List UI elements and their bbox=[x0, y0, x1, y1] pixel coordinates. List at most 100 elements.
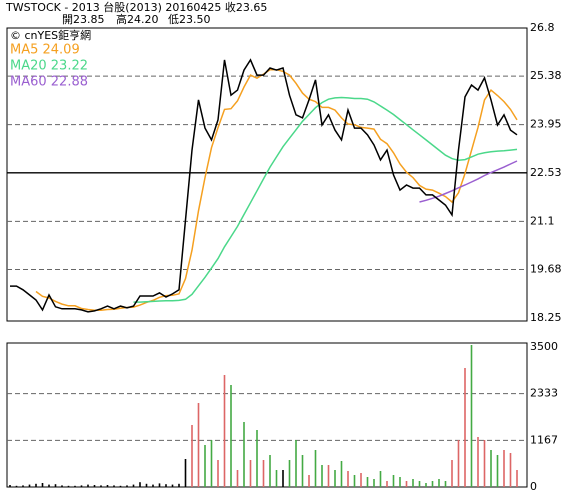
volume-bar bbox=[165, 484, 167, 487]
volume-bar bbox=[490, 450, 492, 487]
volume-bar bbox=[119, 485, 122, 487]
volume-bar bbox=[223, 375, 226, 487]
volume-bar bbox=[431, 481, 434, 487]
header: TWSTOCK - 2013 台股(2013) 20160425 收23.65 bbox=[5, 0, 267, 14]
y-tick-label: 22.53 bbox=[530, 166, 562, 179]
price-line bbox=[35, 68, 518, 311]
volume-bar bbox=[28, 484, 31, 487]
volume-bar bbox=[477, 437, 479, 487]
volume-bar bbox=[503, 450, 505, 487]
volume-bar bbox=[249, 460, 252, 487]
volume-bar bbox=[314, 450, 317, 487]
y-tick-label: 23.95 bbox=[530, 118, 562, 131]
volume-bar bbox=[9, 485, 11, 487]
volume-bar bbox=[256, 430, 258, 487]
volume-bar bbox=[61, 485, 63, 487]
volume-bar bbox=[210, 440, 213, 487]
volume-bar bbox=[340, 461, 343, 487]
volume-bar bbox=[464, 368, 466, 487]
volume-bar bbox=[379, 471, 382, 487]
y-tick-label: 1167 bbox=[530, 433, 558, 446]
volume-bar bbox=[457, 440, 460, 487]
volume-bar bbox=[230, 385, 232, 487]
volume-bar bbox=[386, 481, 388, 487]
volume-bar bbox=[347, 471, 349, 487]
volume-bar bbox=[106, 485, 109, 487]
volume-bar bbox=[516, 470, 518, 487]
volume-bar bbox=[392, 475, 395, 487]
volume-bar bbox=[405, 481, 408, 487]
legend-entry: MA20 23.22 bbox=[10, 59, 88, 74]
volume-bar bbox=[191, 425, 193, 487]
legend-entry: MA5 24.09 bbox=[10, 43, 80, 58]
volume-bar bbox=[171, 484, 174, 487]
volume-bar bbox=[67, 485, 70, 487]
high: 高24.20 bbox=[116, 12, 159, 26]
volume-bar bbox=[353, 475, 356, 487]
open: 開23.85 bbox=[62, 13, 105, 26]
volume-bar bbox=[425, 483, 427, 487]
price-line bbox=[133, 96, 518, 303]
price-line bbox=[10, 58, 518, 313]
volume-bar bbox=[412, 479, 414, 487]
volume-bar bbox=[438, 479, 440, 487]
volume-bar bbox=[22, 485, 24, 487]
volume-bar bbox=[243, 422, 245, 487]
legend-entry: MA60 22.88 bbox=[10, 75, 88, 90]
volume-bar bbox=[509, 453, 512, 487]
volume-bar bbox=[87, 484, 89, 487]
y-tick-label: 3500 bbox=[530, 340, 558, 353]
volume-bar bbox=[217, 460, 219, 487]
volume-bar bbox=[74, 485, 76, 487]
volume-bar bbox=[366, 477, 369, 487]
y-tick-label: 2333 bbox=[530, 387, 558, 400]
volume-bar bbox=[321, 465, 323, 487]
y-tick-label: 25.38 bbox=[530, 69, 562, 82]
volume-bar bbox=[139, 482, 141, 487]
volume-bar bbox=[399, 477, 401, 487]
y-tick-label: 19.68 bbox=[530, 262, 562, 275]
y-tick-label: 18.25 bbox=[530, 311, 562, 324]
volume-bar bbox=[41, 483, 44, 487]
volume-bar bbox=[483, 440, 486, 487]
volume-bar bbox=[158, 483, 161, 487]
volume-bar bbox=[282, 470, 284, 487]
y-tick-label: 0 bbox=[530, 480, 537, 493]
volume-bar bbox=[308, 475, 310, 487]
volume-bar bbox=[470, 345, 473, 487]
price-panel bbox=[6, 27, 528, 322]
volume-bar bbox=[178, 483, 180, 487]
volume-bar bbox=[418, 481, 421, 487]
volume-bar bbox=[100, 485, 102, 487]
volume-bar bbox=[269, 455, 271, 487]
volume-bar bbox=[197, 403, 200, 487]
volume-bar bbox=[80, 485, 83, 487]
volume-bar bbox=[301, 455, 304, 487]
volume-bar bbox=[145, 483, 148, 487]
volume-bar bbox=[262, 460, 265, 487]
low: 低23.50 bbox=[168, 13, 211, 26]
volume-bar bbox=[152, 484, 154, 487]
volume-bar bbox=[444, 481, 447, 487]
volume-bar bbox=[373, 479, 375, 487]
volume-bar bbox=[275, 470, 278, 487]
volume-bar bbox=[35, 483, 37, 487]
volume-bar bbox=[295, 440, 297, 487]
volume-bar bbox=[288, 460, 291, 487]
volume-panel bbox=[6, 342, 528, 488]
volume-bar bbox=[334, 470, 336, 487]
volume-bar bbox=[184, 459, 187, 487]
source: © cnYES鉅亨網 bbox=[10, 28, 91, 42]
volume-bar bbox=[132, 484, 135, 487]
volume-bar bbox=[48, 484, 50, 487]
volume-bar bbox=[360, 473, 362, 487]
volume-bar bbox=[113, 485, 115, 487]
volume-bar bbox=[15, 485, 18, 487]
volume-bar bbox=[496, 455, 499, 487]
volume-bar bbox=[54, 484, 57, 487]
volume-bar bbox=[327, 465, 330, 487]
y-tick-label: 26.8 bbox=[530, 21, 555, 34]
volume-bar bbox=[93, 485, 96, 487]
